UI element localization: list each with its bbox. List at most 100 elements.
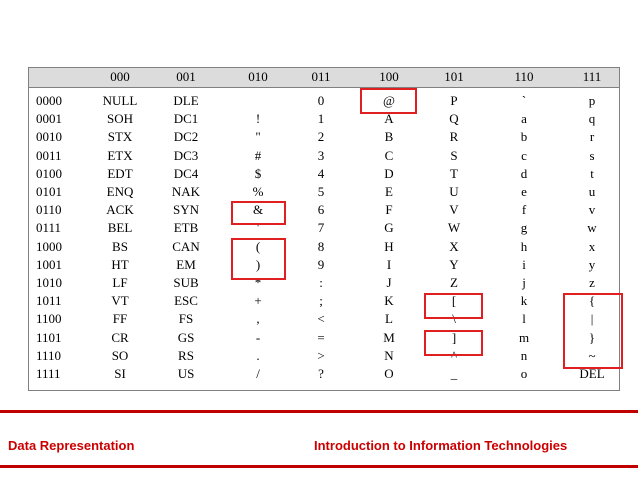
table-cell: BEL	[107, 220, 133, 236]
table-cell: b	[520, 129, 528, 145]
table-cell: =	[317, 329, 325, 345]
row-header: 1100	[36, 311, 62, 327]
table-cell: 3	[317, 147, 325, 163]
table-cell: i	[522, 256, 526, 272]
table-cell: +	[254, 293, 262, 309]
table-cell: _	[450, 366, 458, 381]
table-cell: RS	[178, 347, 194, 363]
table-cell: s	[589, 147, 595, 163]
table-cell: P	[450, 93, 458, 108]
table-cell: #	[254, 147, 262, 163]
footer-bottom-rule	[0, 465, 638, 468]
table-cell: ~	[588, 347, 596, 363]
table-cell: SYN	[172, 202, 199, 218]
table-cell: X	[449, 238, 459, 254]
row-header: 0010	[36, 129, 62, 145]
table-cell: c	[521, 147, 527, 163]
table-cell: u	[588, 184, 596, 199]
table-cell: x	[588, 238, 596, 254]
table-cell: NULL	[102, 93, 138, 108]
table-cell: NAK	[171, 184, 201, 199]
table-cell: 2	[317, 129, 325, 145]
table-cell: DC3	[173, 147, 199, 163]
table-cell: '	[256, 220, 260, 236]
table-cell: /	[256, 366, 260, 381]
table-cell: |	[590, 311, 594, 327]
table-cell: W	[447, 220, 461, 236]
table-cell: ETB	[173, 220, 199, 236]
ascii-table	[28, 67, 620, 391]
column-header: 011	[311, 69, 331, 84]
table-cell: F	[385, 202, 393, 218]
row-header: 1111	[36, 366, 61, 381]
table-cell: B	[384, 129, 394, 145]
table-cell: FS	[178, 311, 194, 327]
table-cell: H	[384, 238, 394, 254]
table-header-row	[29, 68, 619, 88]
table-cell: )	[255, 256, 261, 272]
row-header: 1001	[36, 256, 62, 272]
table-cell: O	[384, 366, 394, 381]
row-header: 0101	[36, 184, 62, 199]
table-cell: 6	[317, 202, 325, 218]
table-cell: .	[256, 347, 260, 363]
table-cell: A	[384, 111, 394, 127]
table-cell: g	[520, 220, 528, 236]
table-cell: 1	[317, 111, 325, 127]
table-cell: DC1	[173, 111, 199, 127]
table-cell: SOH	[106, 111, 133, 127]
table-cell: "	[255, 129, 261, 145]
table-cell: 7	[317, 220, 325, 236]
table-cell: SI	[114, 366, 126, 381]
table-cell: CAN	[172, 238, 200, 254]
column-header: 100	[379, 69, 399, 84]
table-cell: o	[520, 366, 528, 381]
table-cell: 8	[317, 238, 325, 254]
row-header: 1000	[36, 238, 62, 254]
table-cell: Y	[449, 256, 459, 272]
highlight-box	[563, 293, 623, 369]
table-cell: v	[588, 202, 596, 218]
highlight-box	[231, 201, 286, 225]
table-cell: $	[254, 165, 262, 181]
table-cell: j	[522, 275, 526, 290]
highlight-box	[424, 330, 483, 356]
row-header: 0100	[36, 165, 62, 181]
table-cell: E	[385, 184, 393, 199]
table-cell: r	[589, 129, 595, 145]
table-cell: ?	[318, 366, 324, 381]
table-cell: ETX	[107, 147, 133, 163]
table-cell: n	[520, 347, 528, 363]
table-cell: y	[588, 256, 596, 272]
table-cell: STX	[107, 129, 133, 145]
row-header: 1110	[36, 347, 62, 363]
table-cell: EM	[176, 256, 196, 272]
row-header: 1011	[36, 293, 62, 309]
table-cell: l	[522, 311, 526, 327]
table-cell: CR	[111, 329, 129, 345]
table-cell: m	[518, 329, 530, 345]
table-cell: K	[384, 293, 394, 309]
row-header: 0011	[36, 147, 62, 163]
table-cell: ,	[256, 311, 260, 327]
footer-divider	[0, 410, 638, 413]
table-cell: J	[386, 275, 392, 290]
table-cell: !	[255, 111, 261, 127]
table-cell: ESC	[174, 293, 198, 309]
highlight-box	[360, 88, 417, 114]
table-cell: ]	[451, 329, 457, 345]
table-cell: VT	[111, 293, 129, 309]
table-cell: 4	[317, 165, 325, 181]
table-cell: T	[450, 165, 458, 181]
table-cell: 5	[317, 184, 325, 199]
table-cell: *	[254, 275, 262, 290]
table-cell: DEL	[579, 366, 605, 381]
footer-right-label: Introduction to Information Technologies	[314, 438, 568, 453]
table-cell: GS	[177, 329, 195, 345]
row-header: 0000	[36, 93, 62, 108]
table-cell: Q	[449, 111, 459, 127]
table-cell: q	[588, 111, 596, 127]
table-cell: EDT	[107, 165, 133, 181]
table-cell: S	[450, 147, 458, 163]
